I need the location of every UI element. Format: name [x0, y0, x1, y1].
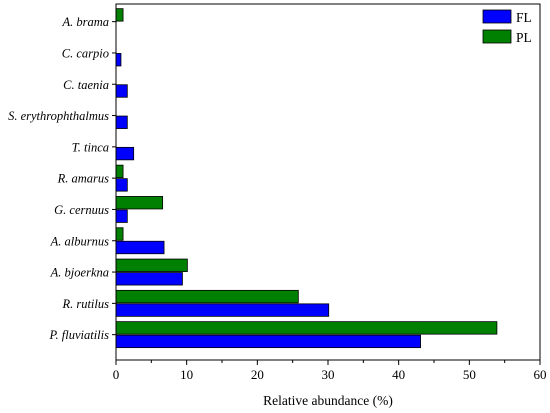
bar-pl-0	[115, 8, 124, 22]
bar-fl-10	[115, 334, 421, 349]
bar-fl-6	[115, 209, 128, 223]
legend-label-pl: PL	[516, 30, 532, 45]
x-tick-label: 10	[180, 367, 193, 382]
bar-fl-7	[115, 240, 165, 255]
category-label: G. cernuus	[54, 203, 109, 217]
bar-fl-1	[115, 53, 122, 67]
x-tick-label: 20	[251, 367, 264, 382]
category-label: A. alburnus	[50, 234, 109, 248]
bar-fl-3	[115, 115, 128, 129]
legend-swatch-fl	[482, 9, 512, 24]
legend: FL PL	[482, 9, 532, 45]
category-label: A. bjoerkna	[50, 266, 109, 280]
bar-pl-7	[115, 227, 124, 241]
bars-layer	[115, 8, 498, 349]
bar-fl-4	[115, 146, 135, 161]
bar-fl-9	[115, 303, 330, 317]
bar-fl-2	[115, 84, 128, 98]
bar-pl-10	[115, 321, 498, 335]
bar-fl-8	[115, 272, 183, 286]
category-label: C. taenia	[63, 78, 109, 92]
bar-pl-6	[115, 196, 164, 210]
x-tick-label: 30	[322, 367, 335, 382]
x-axis-title: Relative abundance (%)	[263, 393, 393, 408]
category-label: P. fluviatilis	[49, 328, 110, 342]
x-tick-label: 40	[392, 367, 405, 382]
bar-fl-5	[115, 178, 128, 192]
x-tick-label: 60	[534, 367, 547, 382]
legend-swatch-pl	[482, 29, 512, 44]
axes-layer: A. brama C. carpio C. taenia S. erythrophth…	[8, 3, 547, 382]
bar-pl-8	[115, 258, 188, 272]
category-label: T. tinca	[72, 140, 109, 154]
category-label: R. amarus	[57, 172, 110, 186]
x-tick-label: 50	[463, 367, 476, 382]
bar-pl-5	[115, 164, 124, 179]
category-label: R. rutilus	[61, 297, 109, 311]
x-tick-label: 0	[113, 367, 120, 382]
category-label: A. brama	[61, 15, 109, 29]
bar-pl-9	[115, 289, 299, 304]
category-label: C. carpio	[62, 46, 109, 60]
legend-label-fl: FL	[516, 10, 532, 25]
category-label: S. erythrophthalmus	[8, 109, 109, 123]
